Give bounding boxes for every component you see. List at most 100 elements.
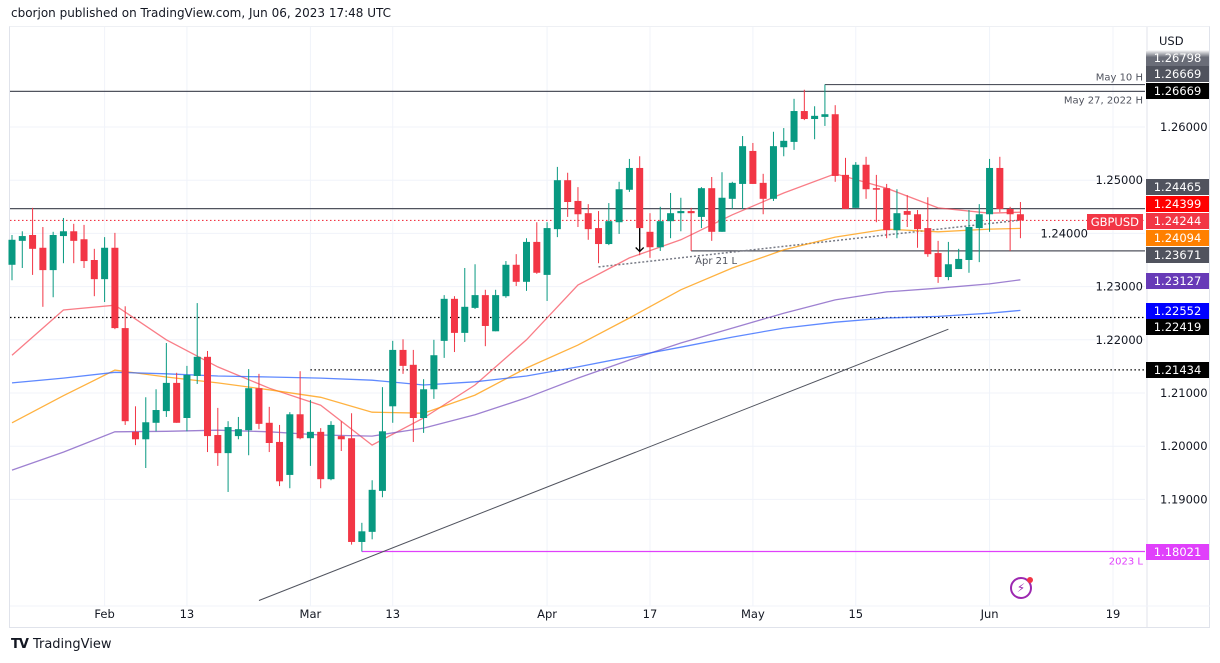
price-label-may27-high-alt: 1.26669 xyxy=(1146,66,1209,82)
candle-body xyxy=(749,150,757,184)
candle-body xyxy=(872,188,880,190)
candle-body xyxy=(553,180,561,230)
candle xyxy=(903,195,911,228)
candle-body xyxy=(893,213,901,231)
price-label-ma-red: 1.24399 xyxy=(1146,196,1209,212)
publisher-header: cborjon published on TradingView.com, Ju… xyxy=(11,6,392,20)
candle-body xyxy=(59,231,67,237)
candle xyxy=(986,158,994,232)
candle xyxy=(173,372,181,423)
candle-body xyxy=(471,295,479,308)
level-label: Apr 21 L xyxy=(695,256,737,267)
candle xyxy=(378,387,386,498)
candle xyxy=(883,183,891,239)
candle-body xyxy=(70,231,78,241)
x-tick-label: Feb xyxy=(94,607,114,621)
y-tick-label: 1.22000 xyxy=(1095,333,1143,347)
candle-body xyxy=(697,188,705,217)
candle xyxy=(769,131,777,201)
candle xyxy=(1016,202,1024,239)
candle xyxy=(1006,206,1014,251)
candle xyxy=(667,192,675,239)
x-tick-label: 15 xyxy=(848,607,863,621)
candle-body xyxy=(800,111,808,120)
candle-body xyxy=(769,146,777,199)
candle xyxy=(934,240,942,283)
price-label-support-dotted: 1.22419 xyxy=(1146,319,1209,335)
candle-body xyxy=(49,234,57,271)
candle-body xyxy=(255,388,263,424)
price-label-ma-blue: 1.22552 xyxy=(1146,303,1209,319)
candle xyxy=(265,406,273,453)
candle xyxy=(533,222,541,274)
candle xyxy=(728,181,736,209)
candle-body xyxy=(440,298,448,341)
candle-body xyxy=(183,374,191,419)
candle xyxy=(111,232,119,330)
candle-body xyxy=(903,211,911,215)
candle-body xyxy=(276,441,284,482)
candle-body xyxy=(667,213,675,222)
candle xyxy=(965,209,973,273)
arrow-down-icon xyxy=(635,247,645,253)
candle-body xyxy=(718,197,726,232)
candle-body xyxy=(492,295,500,332)
candle-body xyxy=(996,167,1004,209)
candle-body xyxy=(852,164,860,208)
candle-body xyxy=(625,167,633,190)
candle-body xyxy=(790,111,798,142)
candle-body xyxy=(883,188,891,231)
candle-body xyxy=(584,213,592,230)
candle xyxy=(306,399,314,466)
price-label-may27-high: 1.26669 xyxy=(1146,83,1209,99)
candle-body xyxy=(101,247,109,280)
y-tick-label: 1.25000 xyxy=(1095,173,1143,187)
candle-body xyxy=(605,221,613,245)
candle-body xyxy=(245,388,253,431)
candle-body xyxy=(111,247,119,329)
candle-body xyxy=(461,306,469,333)
candle-body xyxy=(739,146,747,184)
candle xyxy=(821,84,829,126)
candle-body xyxy=(358,531,366,542)
candle-body xyxy=(687,211,695,214)
lightning-icon[interactable]: ⚡ xyxy=(1010,577,1033,599)
x-tick-label: Jun xyxy=(980,607,999,621)
price-label-lower-dotted: 1.21434 xyxy=(1146,362,1209,378)
candle-body xyxy=(173,382,181,423)
candle xyxy=(646,213,654,258)
x-tick-label: 13 xyxy=(385,607,400,621)
x-tick-label: Apr xyxy=(537,607,557,621)
candle xyxy=(955,248,963,270)
candle-body xyxy=(306,431,314,439)
candle xyxy=(409,349,417,442)
candle xyxy=(718,172,726,232)
candle xyxy=(80,224,88,268)
x-tick-label: Mar xyxy=(300,607,322,621)
candle-body xyxy=(378,431,386,491)
candle xyxy=(142,397,150,469)
candle-body xyxy=(728,182,736,199)
candle-body xyxy=(234,429,242,437)
candle xyxy=(831,105,839,182)
candle xyxy=(420,379,428,433)
candle-body xyxy=(646,231,654,248)
candle xyxy=(749,142,757,184)
candle-body xyxy=(399,349,407,366)
candle xyxy=(811,106,819,140)
candle xyxy=(255,373,263,430)
candle-body xyxy=(708,188,716,232)
candle-body xyxy=(533,241,541,273)
candle xyxy=(389,340,397,423)
candle xyxy=(605,203,613,246)
y-tick-label: 1.24000 xyxy=(1040,226,1088,240)
candle-body xyxy=(142,422,150,440)
candle-body xyxy=(317,431,325,480)
candle-body xyxy=(368,489,376,532)
candle xyxy=(327,421,335,481)
candle xyxy=(944,241,952,281)
candle xyxy=(39,227,47,307)
candle-body xyxy=(523,241,530,282)
candle-body xyxy=(759,182,767,199)
